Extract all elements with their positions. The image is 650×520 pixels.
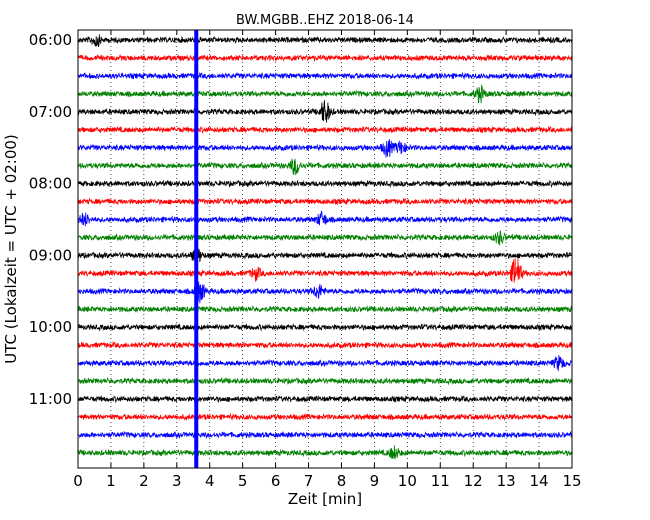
trace-1030	[77, 354, 573, 372]
x-tick-label: 0	[73, 472, 83, 490]
y-tick-label: 11:00	[29, 390, 72, 408]
y-tick-label: 09:00	[29, 246, 72, 264]
x-tick-label: 13	[497, 472, 516, 490]
trace-0915	[77, 258, 573, 283]
y-tick-label: 08:00	[29, 175, 72, 193]
x-tick-label: 4	[205, 472, 215, 490]
y-axis-label: UTC (Lokalzeit = UTC + 02:00)	[2, 134, 20, 364]
trace-1045	[77, 376, 573, 386]
trace-0930	[77, 281, 573, 304]
trace-0945	[77, 305, 573, 314]
trace-1000	[77, 323, 572, 332]
trace-0900	[77, 248, 573, 264]
trace-0700	[77, 100, 573, 123]
trace-1015	[77, 340, 572, 350]
trace-0630	[77, 71, 573, 80]
trace-1115	[77, 412, 573, 422]
trace-0645	[77, 84, 573, 104]
trace-1100	[77, 394, 573, 404]
x-tick-label: 2	[139, 472, 149, 490]
trace-0715	[77, 125, 573, 135]
trace-1145	[77, 445, 573, 460]
x-tick-label: 7	[304, 472, 314, 490]
x-tick-label: 11	[431, 472, 450, 490]
trace-0830	[77, 210, 573, 227]
traces	[77, 34, 573, 460]
x-tick-label: 9	[370, 472, 380, 490]
y-tick-label: 10:00	[29, 318, 72, 336]
y-axis-ticks: 06:00 07:00 08:00 09:00 10:00 11:00	[29, 31, 572, 408]
trace-0600	[77, 34, 573, 47]
plot-frame	[77, 29, 573, 469]
x-tick-label: 3	[172, 472, 182, 490]
trace-1130	[77, 430, 573, 440]
trace-0745	[77, 158, 573, 175]
x-tick-label: 12	[464, 472, 483, 490]
x-tick-label: 1	[106, 472, 116, 490]
y-tick-label: 06:00	[29, 31, 72, 49]
x-tick-label: 6	[271, 472, 281, 490]
x-axis-ticks: 0 1 2 3 4 5 6 7 8 9 10 11 12 13 14 15	[73, 30, 582, 490]
trace-0730	[77, 139, 573, 158]
trace-0615	[77, 53, 573, 62]
y-tick-label: 07:00	[29, 103, 72, 121]
trace-0845	[77, 230, 573, 246]
trace-0815	[77, 197, 573, 206]
trace-0800	[77, 179, 573, 189]
chart-title: BW.MGBB..EHZ 2018-06-14	[236, 13, 414, 28]
x-tick-label: 8	[337, 472, 347, 490]
x-tick-label: 5	[238, 472, 248, 490]
x-tick-label: 10	[398, 472, 417, 490]
x-tick-label: 14	[530, 472, 549, 490]
x-tick-label: 15	[562, 472, 581, 490]
x-axis-label: Zeit [min]	[288, 490, 362, 508]
